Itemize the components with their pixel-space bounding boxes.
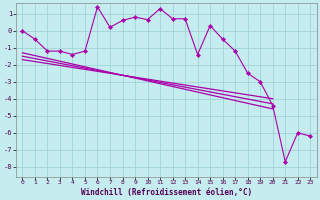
X-axis label: Windchill (Refroidissement éolien,°C): Windchill (Refroidissement éolien,°C)	[81, 188, 252, 197]
